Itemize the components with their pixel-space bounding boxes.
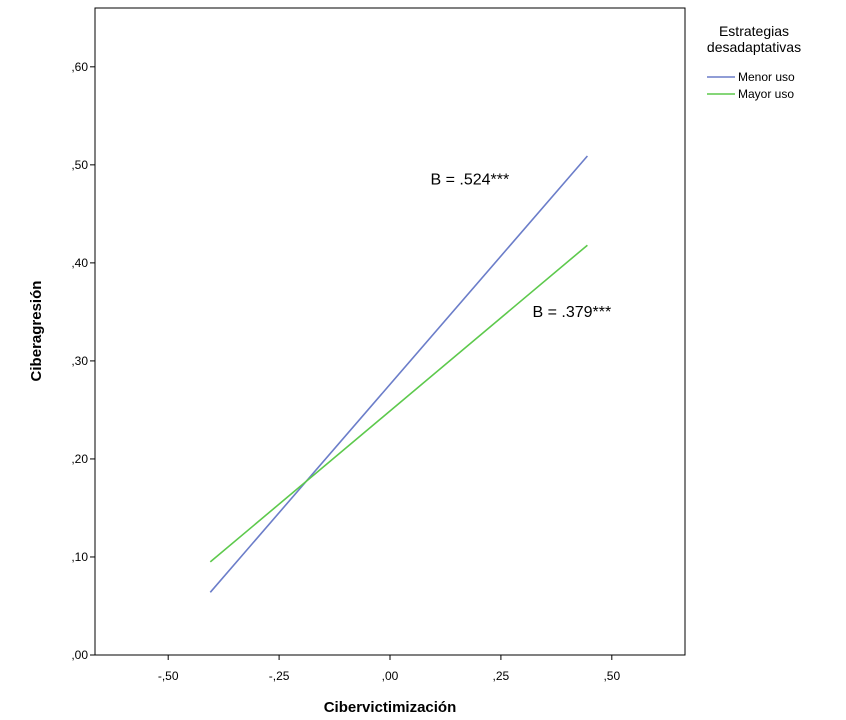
annotations: B = .524*** B = .379*** <box>430 171 611 320</box>
y-tick-label: ,20 <box>71 452 88 466</box>
slope-annotation: B = .524*** <box>430 171 509 188</box>
x-tick-label: -,50 <box>158 669 179 683</box>
y-tick-label: ,50 <box>71 158 88 172</box>
x-tick-label: ,25 <box>493 669 510 683</box>
y-tick-label: ,00 <box>71 648 88 662</box>
y-tick-label: ,30 <box>71 354 88 368</box>
plot-frame <box>94 7 686 656</box>
x-tick-label: ,00 <box>382 669 399 683</box>
legend-items: Menor uso Mayor uso <box>707 70 795 101</box>
y-axis-ticks: ,00 ,10 ,20 ,30 ,40 ,50 ,60 <box>71 60 95 662</box>
y-axis-title: Ciberagresión <box>28 281 45 382</box>
x-axis-title: Cibervictimización <box>324 699 457 716</box>
legend-label: Mayor uso <box>738 87 794 101</box>
series-line-menor-uso <box>209 155 589 593</box>
x-axis-ticks: -,50 -,25 ,00 ,25 ,50 <box>158 655 620 683</box>
y-tick-label: ,60 <box>71 60 88 74</box>
legend: Estrategias desadaptativas Menor uso Mayo… <box>707 23 801 101</box>
y-tick-label: ,40 <box>71 256 88 270</box>
legend-title-line-2: desadaptativas <box>707 39 801 55</box>
x-tick-label: -,25 <box>269 669 290 683</box>
legend-label: Menor uso <box>738 70 795 84</box>
legend-title-line-1: Estrategias <box>719 23 789 39</box>
slope-annotation: B = .379*** <box>533 304 612 321</box>
x-tick-label: ,50 <box>603 669 620 683</box>
series-line-mayor-uso <box>209 244 588 563</box>
series-lines <box>209 155 589 593</box>
y-tick-label: ,10 <box>71 550 88 564</box>
